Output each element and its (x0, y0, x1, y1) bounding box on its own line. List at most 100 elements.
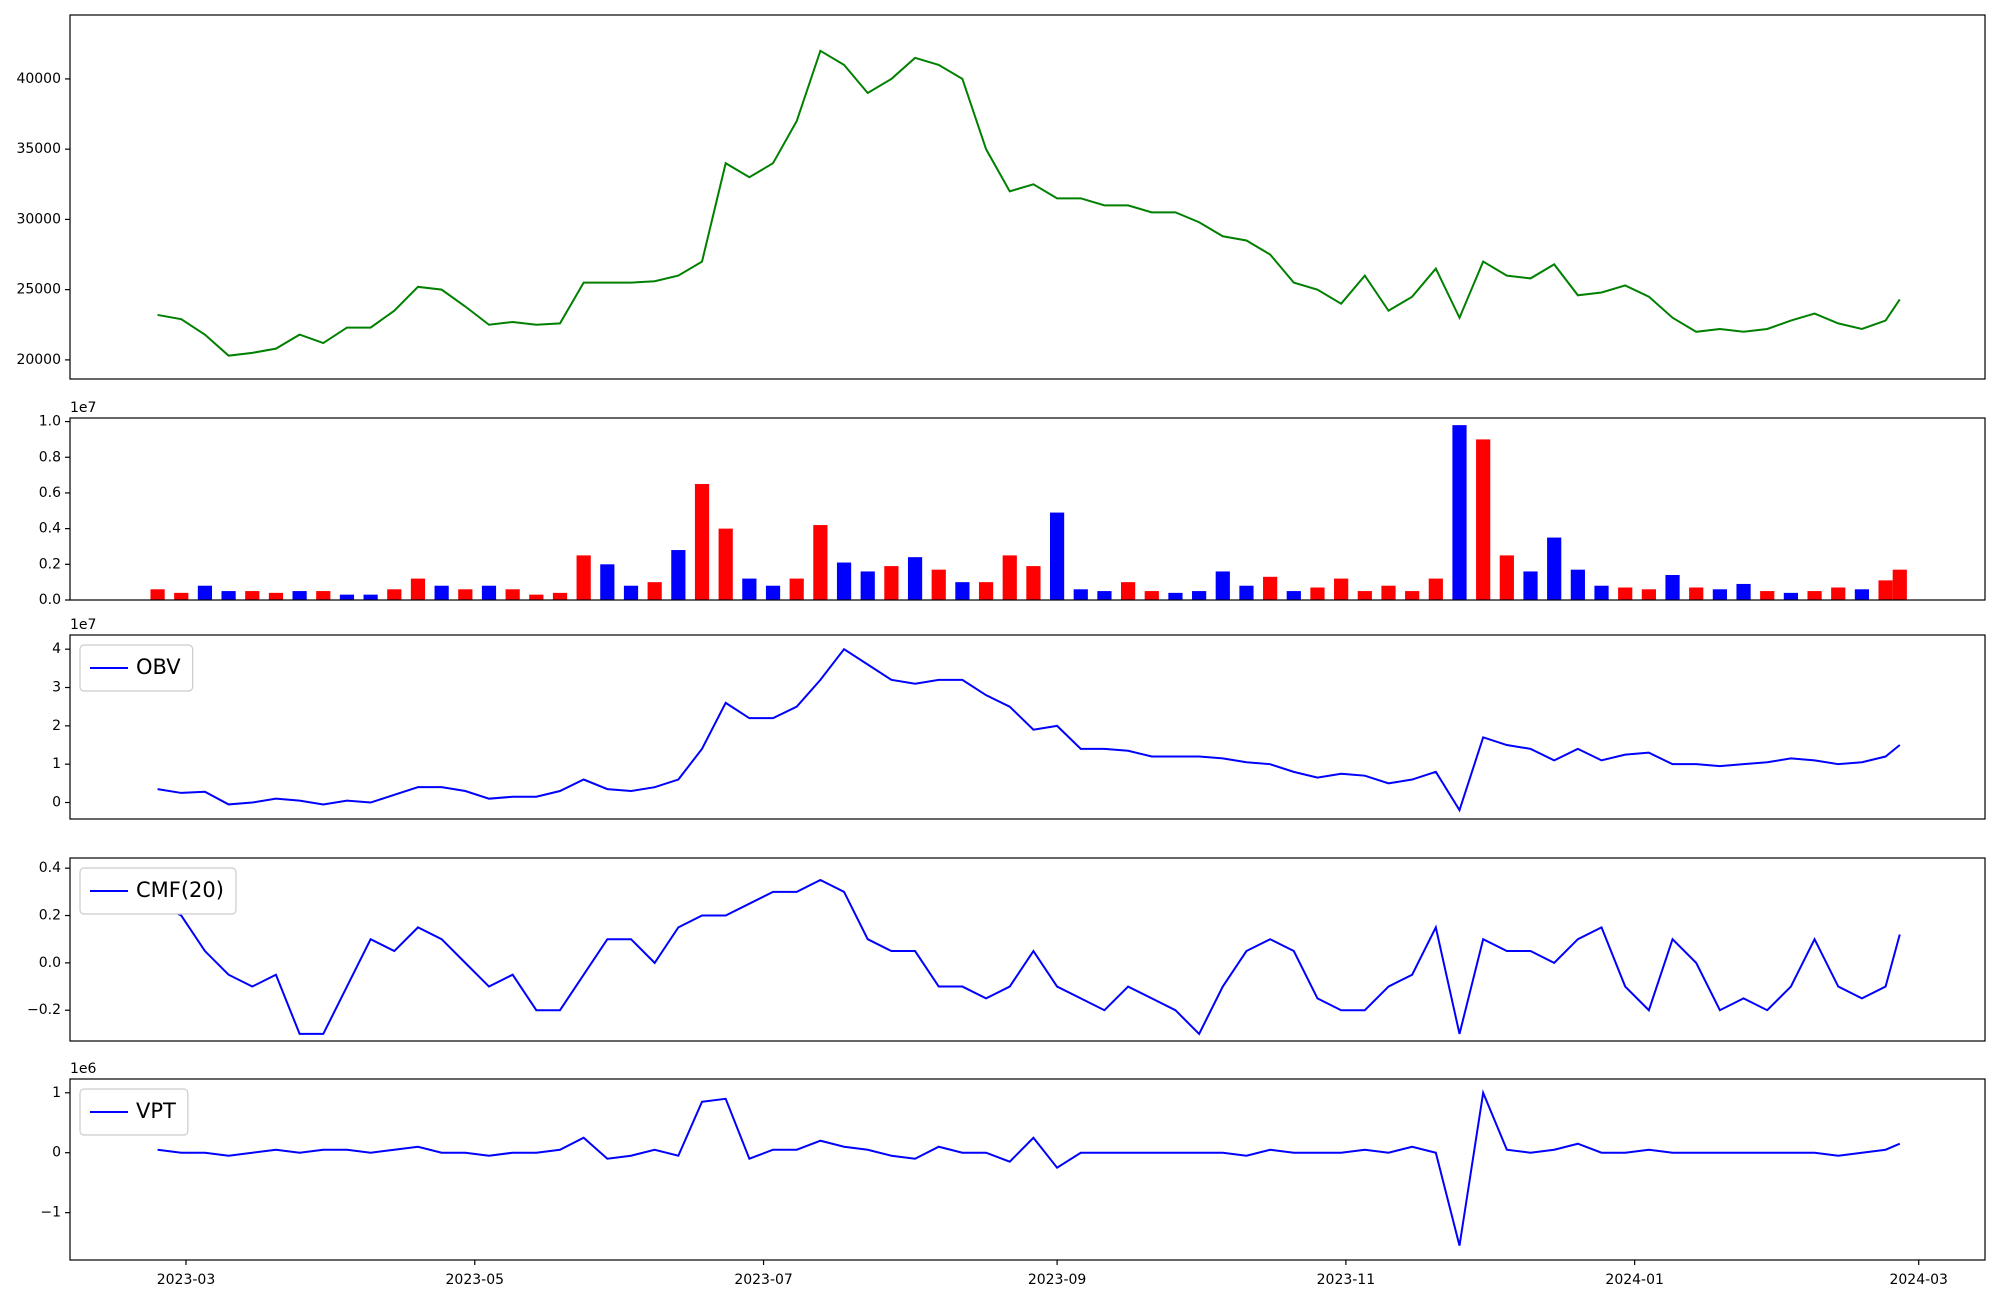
bar (600, 564, 615, 600)
y-tick-label: 0.0 (39, 955, 61, 971)
y-tick-label: 2 (52, 718, 61, 734)
bar (671, 550, 686, 600)
y-tick-label: −0.2 (27, 1002, 61, 1018)
legend-label: VPT (136, 1099, 176, 1123)
x-tick-label: 2023-03 (157, 1272, 216, 1288)
bar (1783, 592, 1798, 600)
bar (1760, 591, 1775, 600)
panel: 20000 25000 30000 35000 40000 (16, 14, 1986, 380)
series-line (157, 49, 1901, 357)
bar (339, 594, 355, 600)
plot-frame (69, 417, 1986, 601)
bar (481, 585, 497, 600)
bar (1286, 591, 1301, 600)
legend: VPT (79, 1088, 189, 1136)
bar (718, 528, 733, 600)
axis-offset-label: 1e6 (70, 1061, 97, 1077)
y-tick-label: 0.8 (39, 449, 61, 465)
bar (1712, 589, 1727, 600)
bar (1499, 555, 1514, 600)
plot-frame (69, 14, 1986, 380)
bar (245, 591, 260, 600)
axis-offset-label: 1e7 (70, 400, 96, 416)
bar (150, 589, 165, 600)
bar (884, 566, 899, 600)
x-tick-label: 2023-05 (446, 1272, 505, 1288)
y-tick-label: 0.4 (39, 860, 61, 876)
bar (1049, 512, 1065, 600)
bar (363, 594, 378, 600)
bar (1002, 555, 1017, 600)
x-tick-label: 2024-01 (1605, 1272, 1664, 1288)
y-tick-label: 20000 (16, 352, 61, 368)
bar (1892, 569, 1907, 600)
plot-frame (69, 634, 1986, 820)
bar (836, 562, 852, 600)
bar (268, 592, 284, 600)
series-line (157, 647, 1901, 813)
bar (1547, 537, 1562, 600)
bar (1239, 585, 1254, 600)
bar (316, 591, 331, 600)
y-tick-label: 3 (52, 680, 61, 696)
bar (1641, 589, 1656, 600)
bar (1523, 571, 1538, 600)
y-tick-label: 0 (52, 1145, 61, 1161)
bar (505, 589, 520, 600)
bar (576, 555, 591, 600)
bar (1168, 592, 1183, 600)
bar (1831, 587, 1846, 600)
panel: 0 1 2 3 4 1e7 (52, 617, 1986, 820)
legend-box (79, 644, 194, 692)
y-tick-label: 1.0 (39, 414, 61, 430)
bar (292, 591, 307, 600)
bar (1215, 571, 1230, 600)
bar (1310, 587, 1325, 600)
y-tick-label: 0.0 (39, 592, 61, 608)
panel: −1 0 1 2023-03 2023-05 2023-07 2023-09 2023-11 2… (40, 1061, 1986, 1288)
bar (765, 585, 781, 600)
bar (1097, 591, 1112, 600)
y-tick-label: 0.2 (39, 908, 61, 924)
bar (1665, 575, 1680, 600)
bar (174, 592, 189, 600)
panel: −0.2 0.0 0.2 0.4 (27, 857, 1986, 1042)
bar (1026, 566, 1041, 600)
bar (1452, 425, 1467, 600)
y-tick-label: 1 (52, 1085, 61, 1101)
plot-frame (69, 1078, 1986, 1261)
bar (1334, 578, 1349, 600)
y-tick-label: −1 (40, 1205, 61, 1221)
panel: 0.0 0.2 0.4 0.6 0.8 1.0 1e7 (39, 400, 1986, 608)
y-tick-label: 4 (52, 641, 61, 657)
legend-box (79, 1088, 189, 1136)
bar (931, 569, 946, 600)
bar (1192, 591, 1207, 600)
bar (387, 589, 402, 600)
x-tick-label: 2023-09 (1028, 1272, 1087, 1288)
x-tick-label: 2024-03 (1889, 1272, 1948, 1288)
bar (860, 571, 875, 600)
y-tick-label: 1 (52, 756, 61, 772)
plot-frame (69, 857, 1986, 1042)
x-tick-label: 2023-11 (1317, 1272, 1376, 1288)
bar (1476, 439, 1491, 600)
series-line (157, 878, 1901, 1036)
bar (1736, 583, 1751, 600)
y-tick-label: 30000 (16, 211, 61, 227)
bar (552, 592, 568, 600)
bar (529, 594, 544, 600)
y-tick-label: 25000 (16, 282, 61, 298)
bar (1073, 589, 1088, 600)
bar (1594, 585, 1609, 600)
legend-box (79, 867, 237, 915)
bar (1807, 591, 1822, 600)
bar (1144, 591, 1159, 600)
bar (978, 582, 994, 600)
bar (458, 589, 473, 600)
legend-label: OBV (136, 655, 181, 679)
legend-label: CMF(20) (136, 878, 224, 902)
bar (1263, 576, 1278, 600)
bar (647, 582, 662, 600)
